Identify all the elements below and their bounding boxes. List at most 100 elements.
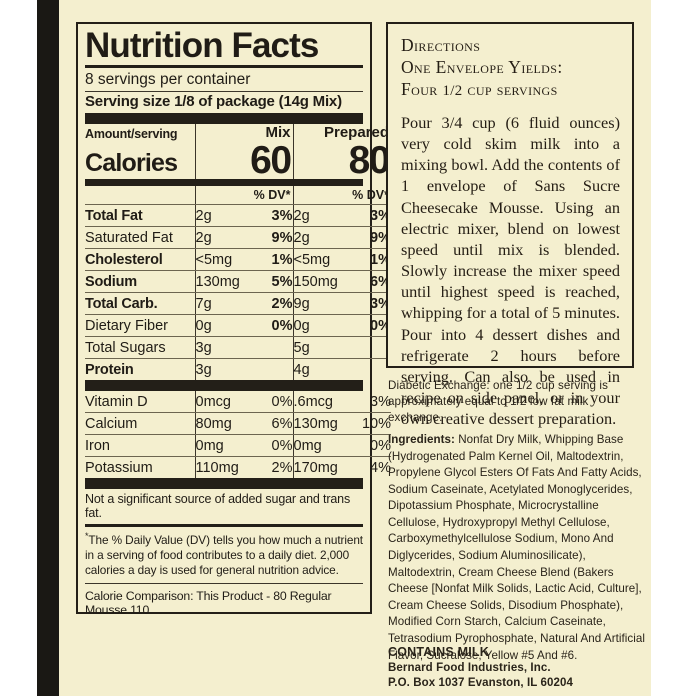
nutrient-name: Saturated Fat (85, 226, 195, 250)
nutrient-mix-value: <5mg (194, 248, 251, 272)
nutrient-table: % DV* % DV* Total Fat 2g 3% 2g 3% Saturated F… (85, 186, 391, 381)
manufacturer-block: CONTAINS MILK Bernard Food Industries, I… (388, 645, 646, 689)
title-divider (85, 64, 363, 68)
nutrient-name: Total Fat (85, 204, 195, 228)
nutrient-mix-dv: 0% (251, 314, 293, 338)
allergen-statement: CONTAINS MILK (388, 645, 489, 659)
nutrient-mix-dv: 2% (251, 292, 293, 316)
nutrient-mix-value: 0g (194, 314, 251, 338)
company-address: P.O. Box 1037 Evanston, IL 60204 (388, 677, 573, 689)
nutrient-mix-dv: 5% (251, 270, 293, 294)
table-row: Total Carb. 7g 2% 9g 3% (85, 292, 391, 316)
micronutrient-mix-dv: 2% (271, 459, 293, 476)
nutrient-prepared-dv: 0% (349, 314, 391, 338)
table-row: Sodium 130mg 5% 150mg 6% (85, 270, 391, 294)
nutrient-prepared-value: 4g (292, 358, 349, 381)
nutrient-prepared-value: 5g (292, 336, 349, 360)
micronutrient-top-divider (85, 380, 363, 392)
nutrient-prepared-dv: 9% (349, 226, 391, 250)
nutrient-mix-dv: 1% (251, 248, 293, 272)
servings-per-container: 8 servings per container (85, 70, 251, 88)
nutrient-mix-dv: 9% (251, 226, 293, 250)
nutrient-name: Cholesterol (85, 248, 195, 272)
directions-body-text: Pour 3/4 cup (6 fluid ounces) very cold … (401, 112, 620, 429)
directions-heading-line-3: Four 1/2 cup servings (401, 78, 620, 101)
footnote-asterisk: * (85, 531, 89, 542)
nutrient-prepared-value: 0g (292, 314, 349, 338)
dv-header-row: % DV* % DV* (85, 186, 391, 206)
table-row: Vitamin D 0mcg 0% .6mcg 3% (85, 391, 391, 414)
dv-header-mix: % DV* (251, 186, 293, 206)
calorie-comparison: Calorie Comparison: This Product - 80 Re… (85, 589, 332, 618)
nutrient-mix-value: 130mg (194, 270, 251, 294)
nutrient-prepared-value: 9g (292, 292, 349, 316)
table-row: Total Fat 2g 3% 2g 3% (85, 204, 391, 228)
nutrient-prepared-dv (349, 359, 391, 381)
micronutrient-prepared-dv: 0% (349, 434, 391, 458)
dv-prepared-spacer (292, 186, 349, 206)
nutrient-name: Sodium (85, 270, 195, 294)
nutrient-name: Protein (85, 361, 134, 378)
table-row: Iron 0mg 0% 0mg 0% (85, 434, 391, 458)
table-row: Potassium 110mg 2% 170mg 4% (85, 456, 391, 479)
daily-value-footnote-text: The % Daily Value (DV) tells you how muc… (85, 533, 363, 578)
nutrient-prepared-value: 150mg (292, 270, 349, 294)
nutrient-prepared-dv: 3% (349, 204, 391, 228)
micronutrient-mix-dv: 6% (251, 412, 293, 436)
nutrient-mix-value: 3g (194, 336, 251, 360)
micronutrient-mix-value: 0mg (194, 434, 251, 458)
mix-column-header: Mix (194, 124, 294, 144)
micronutrient-prepared-dv: 10% (349, 412, 391, 436)
company-name: Bernard Food Industries, Inc. (388, 662, 551, 674)
nutrient-mix-dv (251, 359, 293, 381)
micronutrient-mix-value: 80mg (194, 412, 251, 436)
ingredients-statement: Ingredients: Nonfat Dry Milk, Whipping B… (388, 432, 646, 664)
table-row: Saturated Fat 2g 9% 2g 9% (85, 226, 391, 250)
package-edge-shadow (37, 0, 59, 696)
note-divider (85, 524, 363, 528)
nutrient-mix-value: 7g (194, 292, 251, 316)
nutrient-mix-dv: 3% (251, 204, 293, 228)
nutrient-prepared-value: 2g (292, 204, 349, 228)
micronutrient-rows: Vitamin D 0mcg 0% .6mcg 3% Calcium 80mg 6% 130mg… (85, 391, 391, 479)
micronutrient-mix-dv: 0% (251, 391, 293, 414)
dv-header-spacer (85, 186, 195, 206)
micronutrient-mix-value: 110mg (194, 456, 251, 479)
micronutrient-prepared-value: .6mcg (292, 391, 349, 414)
micronutrient-name: Calcium (85, 412, 195, 436)
nutrient-name: Total Carb. (85, 292, 195, 316)
nutrient-rows: Total Fat 2g 3% 2g 3% Saturated Fat 2g 9% 2g 9% Ch… (85, 204, 391, 381)
directions-yield-fraction: 1/2 (442, 83, 463, 100)
dv-header-prepared: % DV* (349, 186, 391, 206)
micronutrient-name: Potassium (85, 459, 153, 476)
nutrient-prepared-dv: 6% (349, 270, 391, 294)
micronutrient-prepared-value: 0mg (292, 434, 349, 458)
micronutrient-table: Vitamin D 0mcg 0% .6mcg 3% Calcium 80mg 6% 130mg… (85, 391, 391, 479)
diabetic-exchange-note: Diabetic Exchange: one 1/2 cup serving i… (388, 379, 608, 425)
micronutrient-prepared-dv: 3% (349, 391, 391, 414)
calories-row: Calories 60 80 (85, 141, 392, 180)
nutrient-prepared-dv (349, 336, 391, 360)
servings-divider (85, 90, 363, 92)
table-row: Cholesterol <5mg 1% <5mg 1% (85, 248, 391, 272)
micronutrient-prepared-value: 130mg (292, 412, 349, 436)
nutrient-name: Dietary Fiber (85, 314, 195, 338)
directions-heading-line-1: Directions (401, 35, 481, 55)
table-row: Protein 3g 4g (85, 358, 391, 381)
daily-value-footnote: *The % Daily Value (DV) tells you how mu… (85, 527, 363, 583)
nutrient-prepared-value: <5mg (292, 248, 349, 272)
table-row: Dietary Fiber 0g 0% 0g 0% (85, 314, 391, 338)
nutrient-mix-dv (251, 336, 293, 360)
directions-yield-post: cup servings (462, 79, 558, 100)
nutrition-table: Amount/serving Mix Prepared Calories 60 … (85, 124, 392, 180)
calories-prepared-value: 80 (292, 141, 392, 180)
nutrient-prepared-value: 2g (292, 226, 349, 250)
serving-size-divider (85, 113, 363, 125)
page-right-margin (651, 0, 696, 696)
directions-panel: Directions One Envelope Yields: Four 1/2… (386, 22, 634, 428)
calories-mix-value: 60 (194, 141, 294, 180)
table-column-header-row: Amount/serving Mix Prepared (85, 124, 392, 144)
nutrient-mix-value: 2g (194, 226, 251, 250)
nutrient-mix-value: 2g (194, 204, 251, 228)
nutrient-prepared-dv: 3% (349, 292, 391, 316)
